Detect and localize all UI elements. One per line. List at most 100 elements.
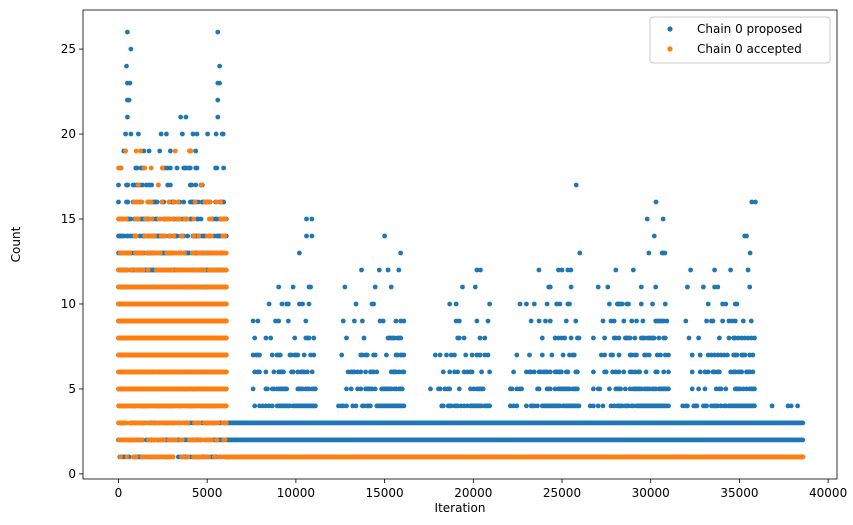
proposed-point [385, 267, 391, 273]
proposed-point [194, 131, 200, 137]
proposed-point [252, 403, 258, 409]
proposed-point [565, 369, 571, 375]
proposed-point [372, 284, 378, 290]
proposed-point [388, 284, 394, 290]
proposed-point [646, 352, 652, 358]
accepted-point [135, 199, 141, 205]
proposed-point [382, 233, 387, 239]
proposed-point [752, 335, 757, 341]
proposed-point [740, 318, 746, 324]
proposed-point [715, 284, 721, 290]
proposed-point [308, 284, 313, 290]
proposed-point [181, 199, 187, 205]
accepted-point [127, 250, 133, 256]
proposed-point [480, 386, 486, 392]
proposed-point [456, 335, 462, 341]
accepted-point [202, 284, 208, 290]
proposed-point [250, 318, 256, 324]
accepted-point [209, 216, 214, 222]
proposed-point [524, 301, 529, 307]
accepted-point [191, 216, 197, 222]
accepted-point [180, 233, 185, 239]
proposed-point [304, 233, 309, 239]
proposed-point [744, 233, 749, 239]
proposed-point [602, 335, 607, 341]
proposed-point [220, 131, 226, 137]
proposed-point [125, 199, 131, 205]
proposed-point [469, 352, 475, 358]
accepted-point [223, 301, 229, 307]
proposed-point [140, 182, 145, 188]
accepted-point [188, 148, 194, 154]
proposed-point [527, 352, 532, 358]
proposed-point [198, 216, 204, 222]
proposed-point [549, 352, 555, 358]
accepted-point [223, 250, 229, 256]
proposed-point [661, 369, 667, 375]
proposed-point [626, 301, 631, 307]
accepted-point [149, 216, 155, 222]
proposed-point [577, 250, 583, 256]
proposed-point [640, 318, 646, 324]
accepted-point [199, 182, 204, 188]
proposed-point [697, 352, 703, 358]
proposed-point [559, 267, 565, 273]
accepted-point [222, 437, 228, 443]
proposed-point [643, 369, 649, 375]
proposed-point [544, 301, 550, 307]
accepted-point [128, 267, 134, 273]
proposed-point [800, 437, 806, 443]
proposed-point [482, 335, 488, 341]
proposed-point [514, 352, 520, 358]
accepted-point [142, 165, 148, 171]
proposed-point [621, 318, 627, 324]
accepted-point [123, 148, 128, 154]
proposed-point [666, 403, 671, 409]
proposed-point [313, 386, 318, 392]
proposed-point [696, 335, 701, 341]
proposed-point [576, 403, 582, 409]
accepted-point [150, 454, 155, 460]
proposed-point [398, 250, 403, 256]
accepted-point [222, 233, 228, 239]
proposed-point [622, 386, 628, 392]
accepted-point [206, 454, 212, 460]
proposed-point [637, 369, 643, 375]
proposed-point [662, 335, 668, 341]
proposed-point [685, 284, 690, 290]
proposed-point [511, 369, 516, 375]
proposed-point [547, 369, 553, 375]
proposed-point [634, 352, 639, 358]
accepted-point [175, 199, 181, 205]
proposed-point [463, 352, 469, 358]
proposed-point [479, 369, 484, 375]
proposed-point [591, 369, 596, 375]
proposed-point [745, 267, 751, 273]
proposed-point [255, 318, 261, 324]
proposed-point [547, 318, 553, 324]
accepted-point [214, 437, 220, 443]
proposed-point [344, 335, 349, 341]
accepted-point [133, 454, 139, 460]
proposed-point [263, 369, 269, 375]
proposed-point [215, 97, 221, 103]
proposed-point [591, 335, 596, 341]
accepted-point [171, 199, 177, 205]
proposed-point [401, 318, 407, 324]
accepted-point [223, 318, 229, 324]
accepted-point [133, 148, 139, 154]
accepted-point [182, 250, 187, 256]
proposed-point [472, 284, 478, 290]
proposed-point [662, 250, 668, 256]
proposed-point [723, 386, 729, 392]
proposed-point [396, 267, 402, 273]
accepted-point [170, 267, 175, 273]
proposed-point [364, 352, 370, 358]
accepted-point [218, 199, 224, 205]
proposed-point [705, 369, 711, 375]
proposed-point [600, 318, 606, 324]
accepted-point [139, 199, 145, 205]
accepted-point [146, 420, 152, 426]
proposed-point [455, 369, 461, 375]
proposed-point [720, 318, 725, 324]
